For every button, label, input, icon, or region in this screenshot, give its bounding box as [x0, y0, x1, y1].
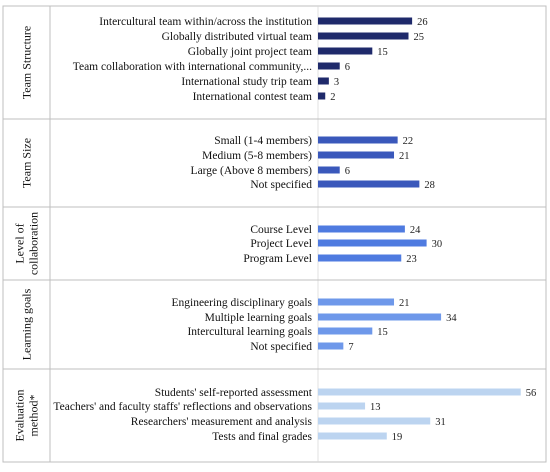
data-label: 6 — [345, 62, 350, 73]
category-label: Medium (5-8 members) — [202, 150, 312, 162]
data-label: 2 — [330, 92, 335, 103]
bar — [318, 327, 373, 335]
group-label-evaluation-method: Evaluationmethod* — [13, 390, 41, 442]
bar — [318, 388, 521, 396]
bar — [318, 62, 340, 70]
data-label: 56 — [526, 388, 537, 399]
category-label: Researchers' measurement and analysis — [131, 416, 313, 428]
data-label: 31 — [435, 417, 446, 428]
bar — [318, 417, 431, 425]
data-label: 30 — [432, 239, 443, 250]
bar — [318, 239, 427, 247]
data-label: 21 — [399, 151, 410, 162]
bar — [318, 32, 409, 40]
category-label: International study trip team — [181, 76, 312, 88]
data-label: 28 — [424, 180, 435, 191]
data-label: 15 — [377, 47, 388, 58]
data-label: 19 — [392, 432, 403, 443]
category-label: Course Level — [250, 224, 312, 236]
data-label: 22 — [403, 136, 414, 147]
bar — [318, 180, 420, 188]
category-label: Small (1-4 members) — [214, 135, 312, 147]
category-label: Globally distributed virtual team — [162, 31, 312, 43]
category-label: Not specified — [250, 179, 312, 191]
category-label: Project Level — [250, 238, 312, 250]
category-label: Tests and final grades — [212, 431, 312, 443]
group-label-team-structure: Team Structure — [20, 26, 34, 99]
category-label: Not specified — [250, 341, 312, 353]
category-label: Intercultural team within/across the ins… — [99, 16, 312, 28]
bar — [318, 313, 442, 321]
bar — [318, 151, 395, 159]
category-label: International contest team — [193, 91, 312, 103]
data-label: 24 — [410, 225, 421, 236]
data-label: 6 — [345, 166, 350, 177]
bar — [318, 225, 405, 233]
data-label: 13 — [370, 402, 381, 413]
category-label: Program Level — [243, 253, 312, 265]
bar — [318, 342, 344, 350]
bar — [318, 92, 326, 100]
data-label: 23 — [406, 254, 417, 265]
data-label: 7 — [348, 342, 353, 353]
group-label-level-of-collaboration: Level ofcollaboration — [13, 212, 41, 275]
bar — [318, 166, 340, 174]
bar — [318, 17, 413, 25]
bar — [318, 432, 387, 440]
bar — [318, 298, 395, 306]
bar — [318, 77, 329, 85]
bar — [318, 402, 366, 410]
category-label: Teachers' and faculty staffs' reflection… — [53, 401, 312, 413]
category-label: Engineering disciplinary goals — [171, 297, 312, 309]
bar — [318, 47, 373, 55]
category-label: Multiple learning goals — [205, 312, 313, 324]
category-label: Team collaboration with international co… — [73, 61, 312, 73]
data-label: 34 — [446, 313, 457, 324]
data-label: 3 — [334, 77, 339, 88]
category-label: Students' self-reported assessment — [155, 387, 313, 399]
chart-frame — [2, 5, 547, 463]
group-label-team-size: Team Size — [20, 138, 34, 188]
data-label: 21 — [399, 298, 410, 309]
data-label: 15 — [377, 327, 388, 338]
bar — [318, 254, 402, 262]
bar — [318, 136, 398, 144]
group-label-learning-goals: Learning goals — [20, 288, 34, 360]
data-label: 26 — [417, 17, 428, 28]
category-label: Large (Above 8 members) — [191, 165, 313, 177]
category-label: Intercultural learning goals — [187, 326, 312, 338]
category-label: Globally joint project team — [188, 46, 312, 58]
data-label: 25 — [414, 32, 425, 43]
